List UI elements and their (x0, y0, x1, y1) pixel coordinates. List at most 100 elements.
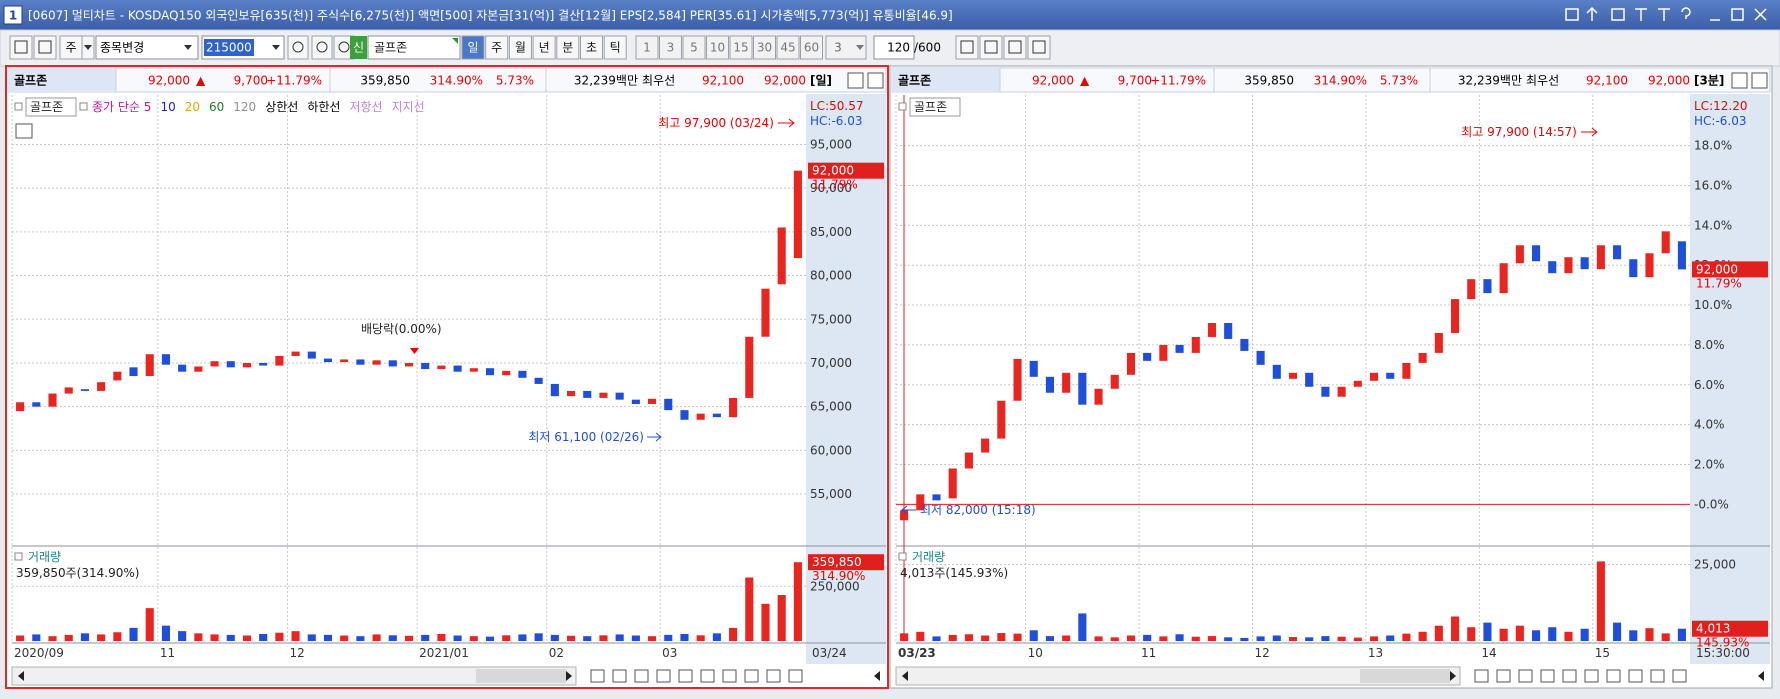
zoom-tool[interactable] (766, 669, 781, 683)
panel-button[interactable] (867, 72, 884, 89)
legend-icon (898, 102, 907, 111)
icon[interactable] (1565, 8, 1579, 21)
calendar-icon[interactable] (15, 123, 33, 139)
scrollbar[interactable] (895, 666, 1461, 686)
scroll-right[interactable] (566, 671, 572, 681)
scroll-thumb[interactable] (476, 669, 566, 683)
list-select[interactable]: 종목변경 (100, 41, 144, 55)
period-button[interactable]: 일 (467, 41, 478, 55)
window-controls (1565, 6, 1767, 21)
icon[interactable] (1611, 8, 1625, 21)
close[interactable] (1754, 8, 1767, 21)
interval-button[interactable]: 15 (733, 41, 748, 55)
zoom-tool[interactable] (1584, 669, 1599, 683)
icon[interactable] (1681, 7, 1691, 19)
button[interactable] (979, 35, 1003, 60)
zoom-tool[interactable] (722, 669, 737, 683)
zoom-tool[interactable] (1672, 669, 1687, 683)
button[interactable] (753, 35, 776, 60)
interval-button[interactable]: 30 (757, 41, 772, 55)
candle (1564, 257, 1573, 274)
button[interactable] (33, 35, 57, 60)
indicator-label: 상한선 (265, 100, 298, 114)
maximize[interactable] (1731, 8, 1744, 21)
scroll-left[interactable] (18, 671, 24, 681)
zoom-tool[interactable] (1628, 669, 1643, 683)
candle (1094, 388, 1103, 405)
scroll-left[interactable] (902, 671, 908, 681)
button[interactable] (532, 35, 556, 60)
button[interactable] (1027, 35, 1051, 60)
button[interactable] (825, 35, 867, 60)
button[interactable] (706, 35, 729, 60)
icon[interactable] (1658, 8, 1670, 21)
interval-button[interactable]: 5 (690, 41, 698, 55)
zoom-tool[interactable] (1540, 669, 1555, 683)
button[interactable] (485, 35, 509, 60)
zoom-tool[interactable] (1496, 669, 1511, 683)
info-change: 9,700 (1118, 74, 1152, 88)
button[interactable] (556, 35, 580, 60)
period-button[interactable]: 월 (515, 41, 526, 55)
scroll-left[interactable] (874, 671, 880, 681)
volume-bar (194, 633, 203, 641)
zoom-tool[interactable] (1562, 669, 1577, 683)
scrollbar[interactable] (11, 666, 577, 686)
panel-button[interactable] (1751, 72, 1768, 89)
scroll-right[interactable] (1450, 671, 1456, 681)
code[interactable]: 215000 (206, 41, 252, 55)
zoom-tool[interactable] (612, 669, 627, 683)
zoom-tool[interactable] (590, 669, 605, 683)
button[interactable] (729, 35, 753, 60)
panel-button[interactable] (1731, 72, 1748, 89)
period-button[interactable]: 틱 (610, 41, 621, 55)
button[interactable] (1003, 35, 1027, 60)
market[interactable]: 주 (65, 41, 76, 55)
button[interactable] (800, 35, 823, 60)
zoom-tool[interactable] (1650, 669, 1665, 683)
interval-button[interactable]: 45 (780, 41, 795, 55)
zoom-tool[interactable] (678, 669, 693, 683)
button[interactable] (508, 35, 532, 60)
panel-button[interactable] (847, 72, 864, 89)
icon[interactable] (1586, 6, 1598, 21)
count-input[interactable] (873, 35, 915, 60)
button[interactable] (311, 35, 333, 60)
button[interactable] (287, 35, 309, 60)
button[interactable] (9, 35, 33, 60)
name-input[interactable] (367, 35, 461, 60)
zoom-tool[interactable] (788, 669, 803, 683)
zoom-tool[interactable] (744, 669, 759, 683)
period-button[interactable]: 초 (586, 41, 597, 55)
candle (1532, 245, 1541, 262)
period-button[interactable]: 분 (562, 41, 573, 55)
interval-button[interactable]: 10 (710, 41, 725, 55)
zoom-tool[interactable] (1474, 669, 1489, 683)
zoom-tool[interactable] (1518, 669, 1533, 683)
scroll-thumb[interactable] (1360, 669, 1450, 683)
candle (421, 362, 430, 370)
zoom-tool[interactable] (1606, 669, 1621, 683)
interval-button[interactable]: 1 (643, 41, 651, 55)
button[interactable] (635, 35, 659, 60)
button[interactable] (603, 35, 627, 60)
scroll-left[interactable] (1758, 671, 1764, 681)
interval-button[interactable]: 60 (804, 41, 819, 55)
stock-name[interactable]: 골프존 (374, 41, 407, 55)
period-button[interactable]: 년 (539, 41, 550, 55)
button[interactable] (955, 35, 979, 60)
zoom-tool[interactable] (634, 669, 649, 683)
button[interactable] (659, 35, 682, 60)
button[interactable] (461, 35, 485, 60)
zoom-tool[interactable] (656, 669, 671, 683)
button[interactable] (682, 35, 706, 60)
interval-select[interactable]: 3 (834, 41, 842, 55)
interval-button[interactable]: 3 (667, 41, 675, 55)
period-button[interactable]: 주 (491, 41, 502, 55)
button[interactable] (776, 35, 800, 60)
button[interactable] (580, 35, 603, 60)
zoom-tool[interactable] (700, 669, 715, 683)
icon[interactable] (1635, 8, 1647, 21)
count[interactable]: 120 (887, 41, 910, 55)
select[interactable] (95, 35, 199, 60)
